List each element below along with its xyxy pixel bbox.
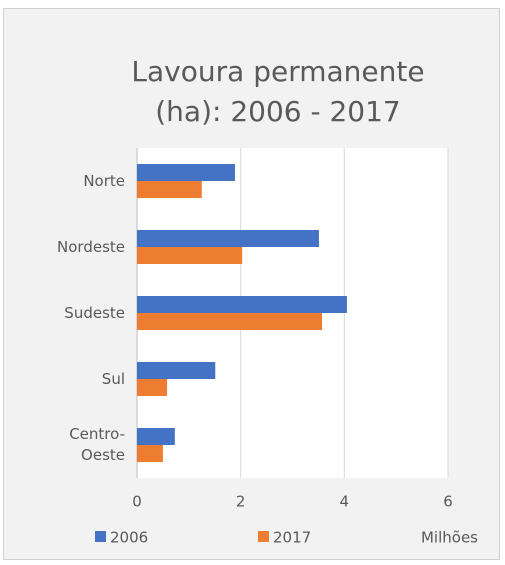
y-tick-label: Nordeste bbox=[57, 237, 125, 256]
y-tick-label: Sudeste bbox=[64, 303, 125, 322]
bar bbox=[137, 296, 347, 313]
x-tick-label: 0 bbox=[132, 493, 142, 511]
bar bbox=[137, 230, 319, 247]
legend-label: 2017 bbox=[273, 529, 311, 547]
legend-swatch bbox=[258, 531, 269, 542]
bar bbox=[137, 181, 202, 198]
x-tick-label: 6 bbox=[443, 493, 453, 511]
y-tick-label: Centro-Oeste bbox=[69, 425, 125, 464]
bar bbox=[137, 362, 216, 379]
chart-title: Lavoura permanente (ha): 2006 - 2017 bbox=[131, 55, 425, 128]
x-tick-label: 2 bbox=[236, 493, 246, 511]
y-tick-label: Sul bbox=[101, 369, 125, 388]
x-tick-label: 4 bbox=[340, 493, 350, 511]
bar bbox=[137, 379, 168, 396]
bar bbox=[137, 164, 235, 181]
bar bbox=[137, 313, 323, 330]
bar bbox=[137, 428, 175, 445]
bar bbox=[137, 445, 163, 462]
x-axis-unit: Milhões bbox=[421, 529, 478, 547]
y-tick-label: Norte bbox=[83, 171, 125, 190]
legend-swatch bbox=[95, 531, 106, 542]
bar bbox=[137, 247, 243, 264]
legend-label: 2006 bbox=[110, 529, 148, 547]
